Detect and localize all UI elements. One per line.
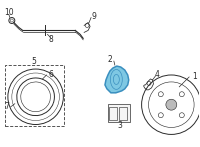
Text: 4: 4 (155, 70, 160, 80)
Text: 10: 10 (4, 8, 14, 17)
Text: 1: 1 (192, 72, 196, 81)
Text: 6: 6 (48, 70, 53, 80)
Text: 5: 5 (31, 57, 36, 66)
Circle shape (166, 99, 177, 110)
Polygon shape (105, 66, 129, 93)
Text: 3: 3 (117, 121, 122, 130)
Text: 9: 9 (92, 12, 96, 21)
Text: 7: 7 (4, 102, 9, 111)
Text: 8: 8 (48, 35, 53, 44)
FancyBboxPatch shape (108, 104, 130, 122)
Text: 2: 2 (108, 55, 112, 64)
